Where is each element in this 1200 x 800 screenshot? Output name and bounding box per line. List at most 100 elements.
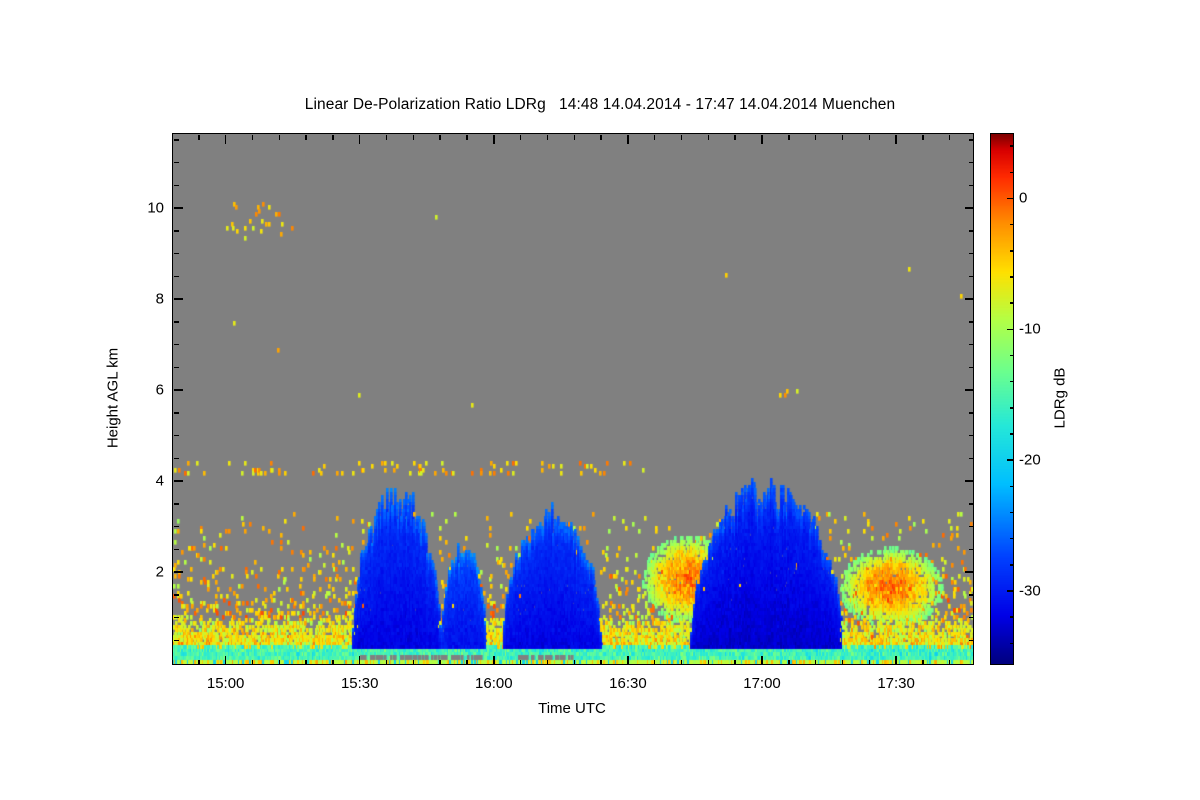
- y-tick-major: [173, 298, 183, 300]
- x-tick-minor: [680, 659, 683, 665]
- x-tick-minor-top: [519, 134, 522, 140]
- y-tick-major: [173, 480, 183, 482]
- y-tick-minor: [173, 139, 179, 141]
- y-tick-minor-right: [968, 139, 974, 141]
- colorbar-tick-label: -20: [1019, 451, 1041, 469]
- colorbar-tick-minor: [1009, 511, 1014, 514]
- x-tick-minor-top: [385, 134, 388, 140]
- y-tick-minor: [173, 230, 179, 232]
- x-tick-minor: [948, 659, 951, 665]
- x-tick-minor: [466, 659, 468, 665]
- colorbar-tick-major: [1006, 590, 1014, 592]
- x-tick-minor: [814, 659, 817, 665]
- y-tick-minor-right: [968, 252, 974, 255]
- y-axis-label: Height AGL km: [104, 347, 122, 449]
- y-tick-minor: [173, 366, 179, 369]
- x-tick-minor-top: [734, 134, 736, 140]
- x-tick-minor: [653, 659, 656, 665]
- colorbar[interactable]: [990, 133, 1014, 665]
- y-tick-minor-right: [968, 343, 974, 346]
- colorbar-tick-minor: [1009, 564, 1014, 566]
- colorbar-tick-label: -30: [1019, 582, 1041, 600]
- x-tick-minor: [841, 659, 844, 665]
- y-tick-minor: [173, 434, 179, 437]
- x-tick-major-top: [627, 134, 629, 144]
- plot-area[interactable]: [172, 133, 974, 665]
- y-tick-major: [173, 207, 183, 209]
- y-tick-minor: [173, 184, 179, 187]
- x-tick-minor-top: [251, 134, 254, 140]
- x-tick-minor: [439, 659, 441, 665]
- colorbar-tick-minor: [1009, 223, 1014, 226]
- x-tick-minor-top: [600, 134, 602, 140]
- y-tick-minor-right: [968, 434, 974, 437]
- y-tick-major-right: [964, 207, 974, 209]
- x-tick-minor-top: [198, 134, 200, 140]
- x-tick-minor: [519, 659, 522, 665]
- y-tick-minor: [173, 343, 179, 346]
- x-tick-major: [493, 655, 495, 665]
- x-tick-minor-top: [332, 134, 334, 140]
- y-tick-major: [173, 389, 183, 391]
- colorbar-tick-minor: [1009, 354, 1014, 357]
- y-tick-minor: [173, 594, 179, 596]
- heatmap-canvas: [173, 134, 973, 664]
- y-tick-minor: [173, 275, 179, 278]
- colorbar-tick-minor: [1009, 250, 1014, 252]
- x-tick-minor-top: [841, 134, 844, 140]
- y-tick-major-right: [964, 298, 974, 300]
- x-tick-minor: [734, 659, 736, 665]
- colorbar-tick-minor: [1009, 642, 1014, 645]
- y-tick-minor-right: [968, 503, 974, 505]
- y-tick-minor: [173, 161, 179, 164]
- colorbar-tick-minor: [1009, 302, 1014, 304]
- x-tick-minor: [707, 659, 710, 665]
- x-tick-minor-top: [305, 134, 307, 140]
- colorbar-label: LDRg dB: [1051, 367, 1069, 429]
- y-tick-minor: [173, 639, 179, 641]
- x-tick-minor: [251, 659, 254, 665]
- x-tick-minor: [198, 659, 200, 665]
- x-tick-label: 16:30: [609, 675, 647, 692]
- y-tick-minor-right: [968, 161, 974, 164]
- y-tick-minor: [173, 503, 179, 505]
- x-tick-minor: [573, 659, 576, 665]
- x-tick-major: [224, 655, 227, 665]
- y-tick-label: 6: [155, 381, 164, 399]
- x-tick-minor: [922, 659, 924, 665]
- x-tick-label: 17:30: [877, 675, 915, 692]
- x-tick-minor: [788, 659, 790, 665]
- x-tick-major: [358, 655, 361, 665]
- y-tick-major-right: [964, 571, 974, 573]
- y-tick-minor-right: [968, 594, 974, 596]
- x-tick-minor: [278, 659, 281, 665]
- y-tick-minor-right: [968, 230, 974, 232]
- colorbar-tick-major: [1006, 328, 1014, 331]
- y-tick-minor-right: [968, 525, 974, 528]
- x-tick-major: [761, 655, 763, 665]
- chart-title: Linear De-Polarization Ratio LDRg 14:48 …: [304, 96, 896, 113]
- y-tick-minor-right: [968, 366, 974, 369]
- y-tick-label: 2: [155, 563, 164, 581]
- y-tick-label: 4: [155, 472, 164, 490]
- x-tick-minor: [412, 659, 415, 665]
- y-tick-minor-right: [968, 639, 974, 641]
- colorbar-tick-major: [1006, 459, 1014, 461]
- x-tick-minor-top: [412, 134, 415, 140]
- x-tick-minor-top: [680, 134, 683, 140]
- x-tick-major: [627, 655, 629, 665]
- y-tick-label: 8: [155, 290, 164, 308]
- colorbar-tick-minor: [1009, 145, 1014, 147]
- x-tick-minor-top: [466, 134, 468, 140]
- x-tick-minor-top: [546, 134, 549, 140]
- y-tick-minor-right: [968, 412, 974, 414]
- x-tick-minor-top: [788, 134, 790, 140]
- x-tick-minor-top: [868, 134, 871, 140]
- x-tick-minor-top: [948, 134, 951, 140]
- colorbar-tick-minor: [1009, 433, 1014, 435]
- colorbar-gradient: [991, 134, 1013, 664]
- y-tick-minor-right: [968, 321, 974, 323]
- colorbar-tick-label: -10: [1019, 320, 1041, 338]
- x-tick-minor-top: [814, 134, 817, 140]
